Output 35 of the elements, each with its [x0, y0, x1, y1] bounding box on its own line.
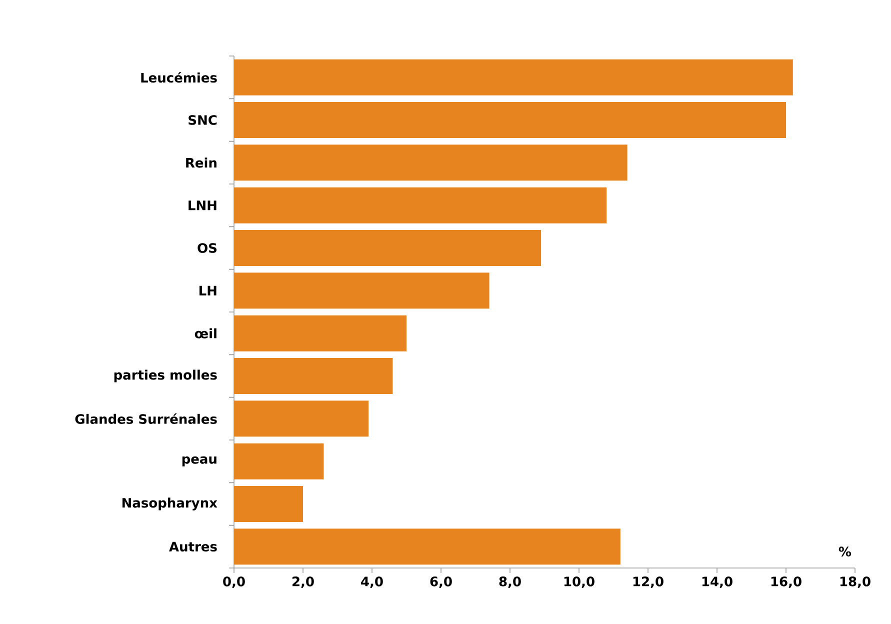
x-tick-label: 8,0 — [499, 576, 521, 588]
x-tick-label: 0,0 — [223, 576, 245, 588]
y-tick-label: Leucémies — [141, 72, 217, 83]
y-tick-label: Autres — [169, 542, 217, 552]
bar — [234, 486, 304, 522]
y-tick-label: OS — [198, 243, 217, 253]
bar — [234, 358, 393, 394]
y-tick-label: œil — [194, 328, 216, 338]
x-tick-label: 4,0 — [361, 576, 383, 588]
x-tick-label: 2,0 — [292, 576, 314, 588]
bar — [234, 528, 620, 565]
y-tick-label: LNH — [188, 200, 216, 210]
x-tick-label: 6,0 — [430, 576, 452, 588]
x-tick-label: 18,0 — [840, 576, 870, 588]
bar — [234, 315, 407, 352]
y-tick-label: Glandes Surrénales — [75, 413, 217, 424]
x-tick-label: 10,0 — [564, 576, 594, 588]
y-tick-label: parties molles — [114, 370, 217, 382]
x-axis-title: % — [838, 546, 852, 556]
x-tick-label: 12,0 — [633, 576, 664, 588]
bar — [234, 59, 793, 96]
bar — [234, 102, 786, 138]
y-tick-label: LH — [199, 286, 216, 296]
bar — [234, 272, 490, 309]
y-tick-label: Nasopharynx — [122, 498, 218, 510]
x-tick-label: 16,0 — [771, 576, 802, 588]
bar — [234, 443, 324, 480]
y-tick-label: peau — [182, 456, 216, 466]
y-tick-label: Rein — [186, 158, 216, 168]
bar — [234, 144, 628, 181]
bar — [234, 230, 542, 266]
y-tick-label: SNC — [188, 115, 217, 125]
bar — [234, 187, 607, 224]
x-tick-label: 14,0 — [702, 576, 732, 588]
bar — [234, 400, 369, 437]
